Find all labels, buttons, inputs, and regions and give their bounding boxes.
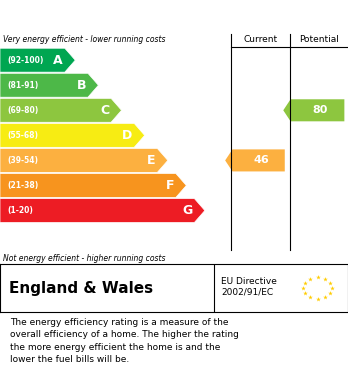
Text: 46: 46 bbox=[253, 155, 269, 165]
Text: (39-54): (39-54) bbox=[7, 156, 38, 165]
Text: A: A bbox=[54, 54, 63, 67]
Text: Not energy efficient - higher running costs: Not energy efficient - higher running co… bbox=[3, 254, 166, 263]
Polygon shape bbox=[0, 199, 205, 222]
Polygon shape bbox=[0, 73, 98, 97]
Text: B: B bbox=[77, 79, 86, 92]
Polygon shape bbox=[225, 149, 285, 171]
Polygon shape bbox=[0, 149, 168, 172]
Text: EU Directive
2002/91/EC: EU Directive 2002/91/EC bbox=[221, 277, 277, 297]
Text: (92-100): (92-100) bbox=[7, 56, 44, 65]
Text: (1-20): (1-20) bbox=[7, 206, 33, 215]
Text: Energy Efficiency Rating: Energy Efficiency Rating bbox=[69, 9, 279, 23]
Text: Current: Current bbox=[243, 35, 278, 44]
Text: (21-38): (21-38) bbox=[7, 181, 38, 190]
Text: F: F bbox=[166, 179, 174, 192]
Text: (55-68): (55-68) bbox=[7, 131, 38, 140]
Polygon shape bbox=[0, 124, 145, 147]
Text: Potential: Potential bbox=[299, 35, 339, 44]
Text: Very energy efficient - lower running costs: Very energy efficient - lower running co… bbox=[3, 36, 166, 45]
Text: England & Wales: England & Wales bbox=[9, 280, 153, 296]
Text: The energy efficiency rating is a measure of the
overall efficiency of a home. T: The energy efficiency rating is a measur… bbox=[10, 317, 239, 364]
Text: 80: 80 bbox=[313, 105, 328, 115]
Polygon shape bbox=[0, 99, 121, 122]
Text: (69-80): (69-80) bbox=[7, 106, 38, 115]
Text: (81-91): (81-91) bbox=[7, 81, 38, 90]
Text: G: G bbox=[182, 204, 193, 217]
Text: D: D bbox=[122, 129, 133, 142]
Polygon shape bbox=[0, 48, 75, 72]
Text: E: E bbox=[147, 154, 156, 167]
Polygon shape bbox=[283, 99, 345, 121]
Text: C: C bbox=[100, 104, 109, 117]
Polygon shape bbox=[0, 174, 186, 197]
